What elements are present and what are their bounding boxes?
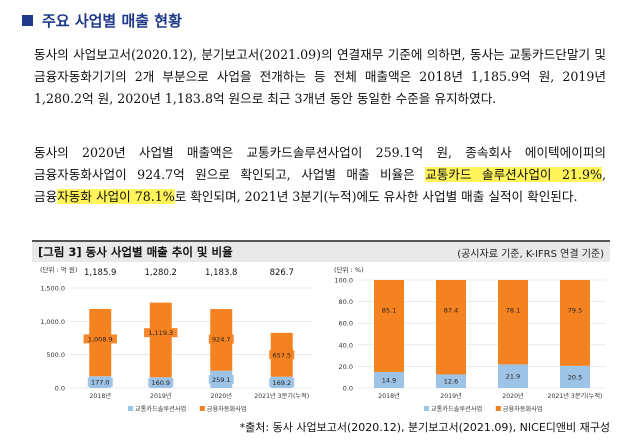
legend-swatch	[128, 406, 133, 411]
data-label-bg	[502, 371, 524, 381]
data-label: 924.7	[212, 336, 231, 344]
data-label: 14.9	[382, 376, 396, 384]
x-tick-label: 2021년 3분기(누적)	[254, 392, 309, 400]
data-label-bg	[269, 377, 295, 387]
data-label: 657.5	[272, 351, 291, 359]
unit-label: (단위 : 억 원)	[40, 265, 77, 274]
legend-label: 교통카드솔루션사업	[135, 405, 186, 413]
data-label-bg	[564, 305, 586, 315]
sales-ratio-chart: (단위 : %) 0.0 20.0 40.0 60.0 80.0 100.0 14.9 85.1…	[334, 265, 606, 413]
data-label: 160.9	[151, 379, 170, 387]
data-label-bg	[440, 305, 462, 315]
footer-source: *출처: 동사 사업보고서(2020.12), 분기보고서(2021.09), …	[239, 421, 610, 434]
data-label-bg	[83, 334, 117, 344]
section-heading: 주요 사업별 매출 현황	[22, 10, 182, 31]
paragraph-segment-sales: 동사의 2020년 사업별 매출액은 교통카드솔루션사업이 259.1억 원, …	[34, 142, 606, 208]
data-label-bg	[269, 350, 295, 360]
legend-label: 교통카드솔루션사업	[431, 405, 482, 413]
data-label-bg	[564, 372, 586, 382]
legend-label: 금융자동화사업	[207, 405, 247, 413]
y-tick-label: 1,500.0	[40, 285, 65, 293]
bar-segment-finance	[498, 280, 528, 365]
data-label: 12.6	[444, 378, 458, 386]
section-title: 주요 사업별 매출 현황	[42, 12, 182, 30]
y-tick-label: 1,000.0	[40, 318, 65, 326]
y-tick-label: 40.0	[339, 341, 353, 349]
data-label: 85.1	[382, 307, 396, 315]
data-label-bg	[87, 377, 113, 387]
y-tick-label: 100.0	[334, 277, 353, 285]
y-tick-label: 60.0	[339, 320, 353, 328]
data-label-bg	[208, 374, 234, 384]
figure-caption-bar: [그림 3] 동사 사업별 매출 추이 및 비율 (공시자료 기준, K-IFR…	[32, 240, 610, 262]
sales-trend-chart: (단위 : 억 원) 0.0 500.0 1,000.0 1,500.0 177.0 1,0…	[40, 265, 312, 413]
data-label: 79.5	[568, 307, 582, 315]
data-label: 259.1	[212, 376, 231, 384]
data-label-bg	[378, 375, 400, 385]
y-tick-label: 0.0	[343, 385, 353, 393]
data-label: 169.2	[272, 379, 291, 387]
data-label: 1,119.3	[148, 329, 173, 337]
data-label-bg	[148, 378, 174, 388]
paragraph-text: , 금융	[34, 167, 606, 204]
figure-source-note: (공시자료 기준, K-IFRS 연결 기준)	[457, 249, 604, 260]
data-label-bg	[208, 334, 234, 344]
data-label-bg	[378, 305, 400, 315]
legend-swatch	[495, 406, 501, 411]
x-tick-label: 2020년	[502, 392, 524, 400]
x-tick-label: 2019년	[440, 392, 462, 400]
x-tick-label: 2021년 3분기(누적)	[548, 392, 603, 400]
x-tick-label: 2018년	[90, 392, 112, 400]
data-label: 78.1	[506, 307, 520, 315]
data-label: 21.9	[506, 373, 520, 381]
paragraph-sales-overview: 동사의 사업보고서(2020.12), 분기보고서(2021.09)의 연결재무…	[34, 47, 606, 106]
legend-label: 금융자동화사업	[503, 405, 543, 413]
unit-label: (단위 : %)	[334, 265, 364, 274]
y-tick-label: 20.0	[339, 363, 353, 371]
data-label: 87.4	[444, 307, 458, 315]
total-label: 826.7	[270, 268, 294, 278]
figure-title: [그림 3] 동사 사업별 매출 추이 및 비율	[38, 245, 233, 259]
data-label: 177.0	[91, 379, 110, 387]
total-label: 1,280.2	[145, 268, 177, 278]
bar-segment-finance	[149, 302, 172, 378]
highlight-transport-ratio: 교통카드 솔루션사업이 21.9%	[425, 167, 602, 182]
data-label-bg	[502, 305, 524, 315]
data-label: 20.5	[568, 373, 582, 381]
x-tick-label: 2020년	[211, 392, 233, 400]
bar-segment-finance	[436, 280, 466, 375]
x-tick-label: 2019년	[150, 392, 172, 400]
data-label: 1,008.9	[88, 335, 113, 343]
highlight-finance-ratio: 자동화 사업이 78.1%	[57, 189, 175, 204]
y-tick-label: 80.0	[339, 298, 353, 306]
bar-segment-finance	[560, 280, 590, 366]
y-tick-label: 500.0	[46, 351, 65, 359]
total-label: 1,183.8	[205, 268, 237, 278]
paragraph-text: 로 확인되며, 2021년 3분기(누적)에도 유사한 사업별 매출 실적이 확…	[174, 189, 578, 204]
legend-swatch	[199, 406, 205, 411]
total-label: 1,185.9	[84, 268, 116, 278]
x-tick-label: 2018년	[378, 392, 400, 400]
square-bullet-icon	[22, 15, 33, 26]
bar-segment-finance	[374, 280, 404, 372]
data-label-bg	[144, 328, 178, 338]
legend-swatch	[424, 406, 429, 411]
y-tick-label: 0.0	[55, 385, 65, 393]
paragraph-text: 동사의 2020년 사업별 매출액은 교통카드솔루션사업이 259.1억 원, …	[34, 145, 606, 182]
data-label-bg	[440, 376, 462, 386]
